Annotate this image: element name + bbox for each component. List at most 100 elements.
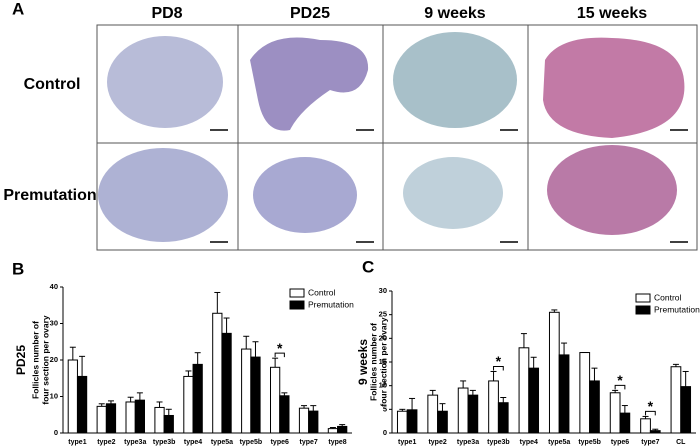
bar xyxy=(396,410,408,434)
legend-swatch xyxy=(289,288,305,298)
bar xyxy=(125,401,136,434)
bar xyxy=(427,394,439,434)
x-tick-label: type6 xyxy=(611,439,629,446)
y-tick-label: 15 xyxy=(379,357,387,366)
bar xyxy=(457,387,469,434)
annotation: * xyxy=(648,398,654,414)
x-tick-label: CL xyxy=(676,439,686,446)
y-axis-label: four section per ovary xyxy=(40,315,50,405)
x-tick-label: type2 xyxy=(428,439,446,446)
x-tick-label: type5a xyxy=(548,439,570,446)
legend-swatch xyxy=(635,305,651,315)
x-tick-label: type7 xyxy=(641,439,659,446)
x-tick-label: type1 xyxy=(68,439,86,446)
row-label: Control xyxy=(24,76,81,93)
y-tick-label: 40 xyxy=(50,282,58,291)
bar xyxy=(327,428,339,434)
x-tick-label: type6 xyxy=(271,439,289,446)
x-tick-label: type4 xyxy=(520,439,538,446)
bar xyxy=(279,395,290,434)
bar xyxy=(518,347,530,434)
bar xyxy=(649,430,661,434)
panel-label: B xyxy=(12,259,24,278)
y-tick-label: 20 xyxy=(379,333,387,342)
x-tick-label: type1 xyxy=(398,439,416,446)
column-header: PD8 xyxy=(151,5,182,22)
y-tick-label: 25 xyxy=(379,310,387,319)
bar xyxy=(298,407,310,434)
y-axis-title: 9 weeks xyxy=(356,339,370,385)
x-tick-label: type3a xyxy=(124,439,146,446)
y-tick-label: 0 xyxy=(54,428,58,437)
x-tick-label: type4 xyxy=(184,439,202,446)
y-axis-label: Follicles number of xyxy=(30,321,40,399)
y-tick-label: 5 xyxy=(383,404,387,413)
legend-swatch xyxy=(289,300,305,310)
y-tick-label: 0 xyxy=(383,428,387,437)
column-header: 15 weeks xyxy=(577,5,647,22)
bar xyxy=(437,410,448,434)
bar xyxy=(670,366,682,434)
annotation: * xyxy=(496,353,502,369)
y-tick-label: 10 xyxy=(50,391,58,400)
y-axis-label: four section per ovary xyxy=(378,317,388,407)
bar xyxy=(212,312,223,434)
bar xyxy=(183,375,194,434)
bar xyxy=(76,375,88,434)
bar xyxy=(337,425,348,434)
bar xyxy=(163,414,174,434)
legend-swatch xyxy=(635,293,651,303)
panel-label: C xyxy=(362,257,374,276)
y-tick-label: 10 xyxy=(379,381,387,390)
column-header: 9 weeks xyxy=(424,5,485,22)
bar xyxy=(619,412,631,434)
bar xyxy=(589,380,600,434)
bar xyxy=(467,394,479,434)
annotation: * xyxy=(277,340,283,356)
x-tick-label: type8 xyxy=(328,439,346,446)
bar xyxy=(528,367,540,434)
legend-label: Control xyxy=(654,292,682,302)
significance-bracket xyxy=(493,365,504,371)
bar xyxy=(250,356,261,434)
y-axis-label: Follicles number of xyxy=(368,323,378,401)
significance-bracket xyxy=(274,352,285,358)
legend-label: Premutation xyxy=(654,304,700,314)
bar xyxy=(154,406,165,434)
y-axis-title: PD25 xyxy=(14,345,28,375)
significance-bracket xyxy=(645,410,656,416)
x-tick-label: type5b xyxy=(578,439,601,446)
bar xyxy=(680,386,692,434)
bar xyxy=(241,348,252,434)
bar xyxy=(96,405,107,434)
x-tick-label: type2 xyxy=(97,439,115,446)
bar xyxy=(640,418,651,434)
legend-label: Premutation xyxy=(308,299,354,309)
bar xyxy=(134,399,145,434)
bar xyxy=(579,352,591,434)
bar xyxy=(67,359,78,434)
panel-label: A xyxy=(12,0,24,18)
row-label: Premutation xyxy=(3,187,96,204)
bar xyxy=(609,392,621,434)
bar xyxy=(558,354,570,434)
bar xyxy=(221,332,232,434)
x-tick-label: type3a xyxy=(457,439,479,446)
bar xyxy=(497,402,509,434)
annotation: * xyxy=(617,372,623,388)
x-tick-label: type7 xyxy=(300,439,318,446)
x-tick-label: type3b xyxy=(487,439,510,446)
bar xyxy=(105,403,117,434)
legend-label: Control xyxy=(308,287,336,297)
image-grid xyxy=(96,24,698,251)
y-tick-label: 30 xyxy=(379,286,387,295)
column-header: PD25 xyxy=(290,5,330,22)
x-tick-label: type5b xyxy=(240,439,263,446)
bar xyxy=(548,311,560,434)
y-tick-label: 20 xyxy=(50,355,58,364)
bar xyxy=(192,363,203,434)
significance-bracket xyxy=(614,384,626,390)
bar xyxy=(406,409,418,434)
x-tick-label: type3b xyxy=(153,439,176,446)
